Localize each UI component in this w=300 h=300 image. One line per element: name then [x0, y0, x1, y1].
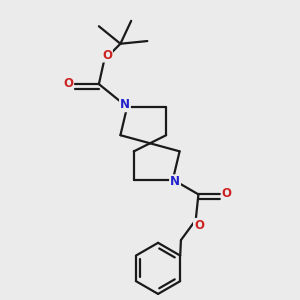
- Text: N: N: [170, 175, 180, 188]
- Text: O: O: [102, 49, 112, 62]
- Text: O: O: [222, 187, 232, 200]
- Text: N: N: [120, 98, 130, 111]
- Text: O: O: [63, 77, 73, 90]
- Text: O: O: [194, 219, 204, 232]
